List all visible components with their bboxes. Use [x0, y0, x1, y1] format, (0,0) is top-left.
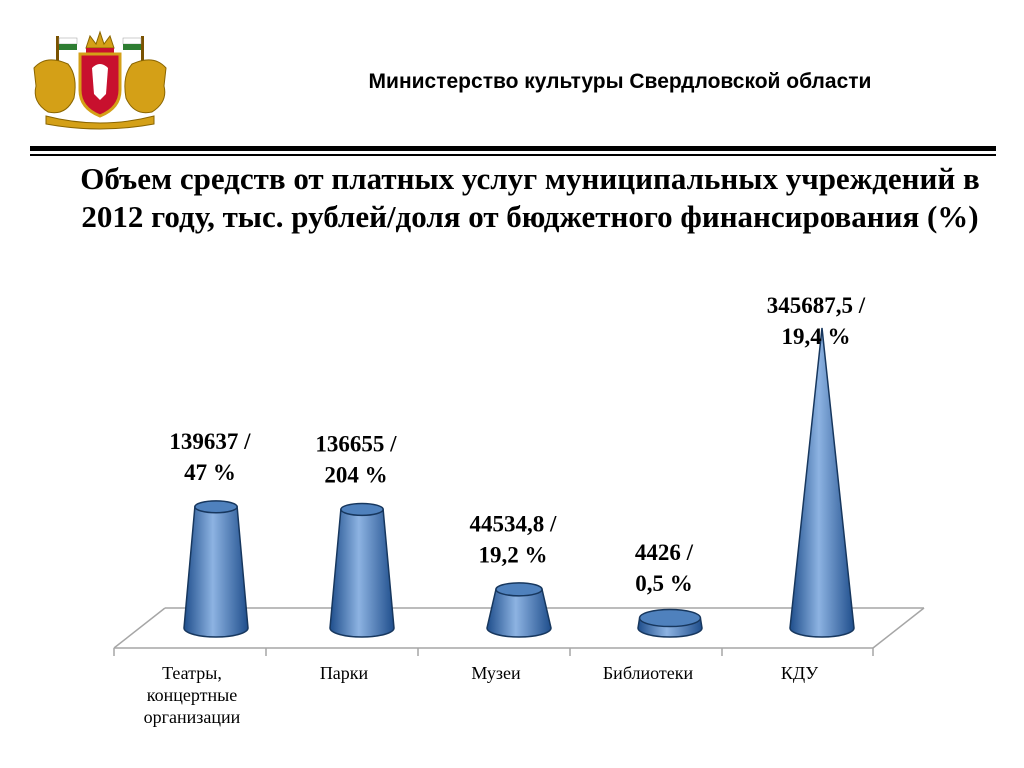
data-label: 139637 / — [169, 429, 251, 454]
x-axis-category-label: КДУ — [781, 663, 819, 683]
data-label: 204 % — [324, 462, 387, 487]
cone-bar — [486, 588, 552, 638]
data-label: 4426 / — [635, 540, 694, 565]
x-axis-category-label: организации — [144, 707, 241, 727]
chart-floor-right — [872, 607, 925, 649]
data-label: 0,5 % — [635, 571, 693, 596]
data-label: 44534,8 / — [470, 511, 558, 536]
chart-title: Объем средств от платных услуг муниципал… — [80, 161, 980, 234]
chart-floor-left — [113, 607, 166, 649]
cone-bar — [789, 327, 855, 638]
data-label: 345687,5 / — [767, 293, 866, 318]
data-label: 47 % — [184, 460, 236, 485]
data-label: 19,2 % — [479, 542, 548, 567]
data-label: 136655 / — [315, 431, 397, 456]
coat-of-arms-icon — [33, 30, 167, 130]
organization-name: Министерство культуры Свердловской облас… — [368, 70, 872, 93]
x-axis-category-label: Театры, — [162, 663, 222, 683]
x-axis-category-label: Парки — [320, 663, 369, 683]
cone-bar-top — [194, 500, 238, 514]
data-label: 19,4 % — [782, 324, 851, 349]
x-axis-category-label: Библиотеки — [603, 663, 694, 683]
cone-bar — [329, 508, 395, 638]
x-axis-category-label: Музеи — [471, 663, 521, 683]
cone-bar-top — [495, 582, 543, 597]
cone-bar-top — [638, 608, 702, 628]
header-divider-thick — [30, 146, 996, 151]
cone-bar — [183, 506, 249, 638]
x-axis-category-label: концертные — [147, 685, 237, 705]
cone-bar-top — [340, 502, 384, 517]
header-divider-thin — [30, 154, 996, 156]
